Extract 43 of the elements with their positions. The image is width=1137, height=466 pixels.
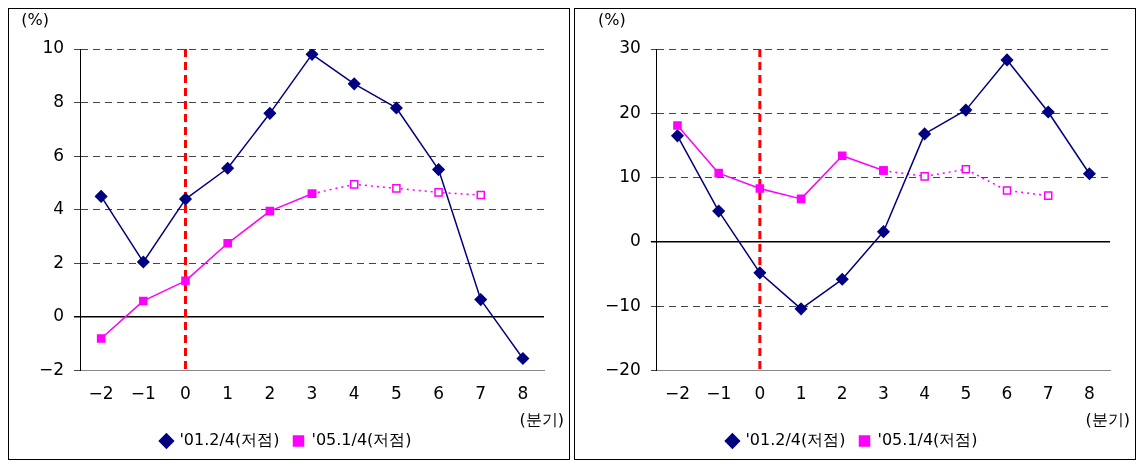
x-tick-label: 3 (878, 383, 889, 404)
x-tick-label: −2 (664, 383, 690, 404)
y-axis-title: (%) (21, 10, 49, 30)
y-tick-label: 2 (53, 251, 65, 272)
legend-label: '05.1/4(저점) (877, 430, 978, 450)
x-tick-label: 0 (754, 383, 766, 404)
y-tick-label: 0 (630, 230, 641, 251)
x-tick-label: 2 (264, 383, 276, 404)
x-tick-label: 2 (836, 383, 848, 404)
x-tick-label: 3 (306, 383, 318, 404)
y-tick-label: −10 (604, 294, 641, 315)
x-tick-label: 8 (1083, 383, 1095, 404)
x-tick-label: 1 (222, 383, 234, 404)
x-tick-label: 4 (919, 383, 931, 404)
x-tick-label: 1 (795, 383, 807, 404)
y-tick-label: 0 (53, 305, 65, 326)
y-tick-label: 20 (619, 101, 641, 122)
x-tick-label: 7 (475, 383, 487, 404)
y-tick-label: 10 (42, 37, 65, 58)
x-tick-label: 5 (390, 383, 402, 404)
x-axis-title: (분기) (519, 410, 564, 430)
x-tick-label: 5 (960, 383, 972, 404)
legend-label: '01.2/4(저점) (179, 430, 280, 450)
x-tick-label: 8 (517, 383, 529, 404)
x-tick-label: −1 (706, 383, 732, 404)
y-tick-label: 30 (619, 37, 641, 58)
x-tick-label: 6 (1001, 383, 1013, 404)
x-axis-title: (분기) (1085, 410, 1130, 430)
x-tick-label: 0 (180, 383, 191, 404)
x-tick-label: 4 (348, 383, 360, 404)
x-tick-label: 7 (1042, 383, 1054, 404)
y-tick-label: 4 (53, 198, 65, 219)
y-tick-label: −20 (604, 359, 641, 380)
y-tick-label: 6 (53, 144, 65, 165)
y-tick-label: 10 (619, 166, 641, 187)
x-tick-label: 6 (433, 383, 444, 404)
x-tick-label: −2 (88, 383, 114, 404)
x-tick-label: −1 (130, 383, 156, 404)
y-tick-label: 8 (53, 91, 65, 112)
y-axis-title: (%) (598, 10, 626, 30)
legend-label: '05.1/4(저점) (311, 430, 412, 450)
legend-label: '01.2/4(저점) (745, 430, 846, 450)
y-tick-label: −2 (39, 359, 65, 380)
